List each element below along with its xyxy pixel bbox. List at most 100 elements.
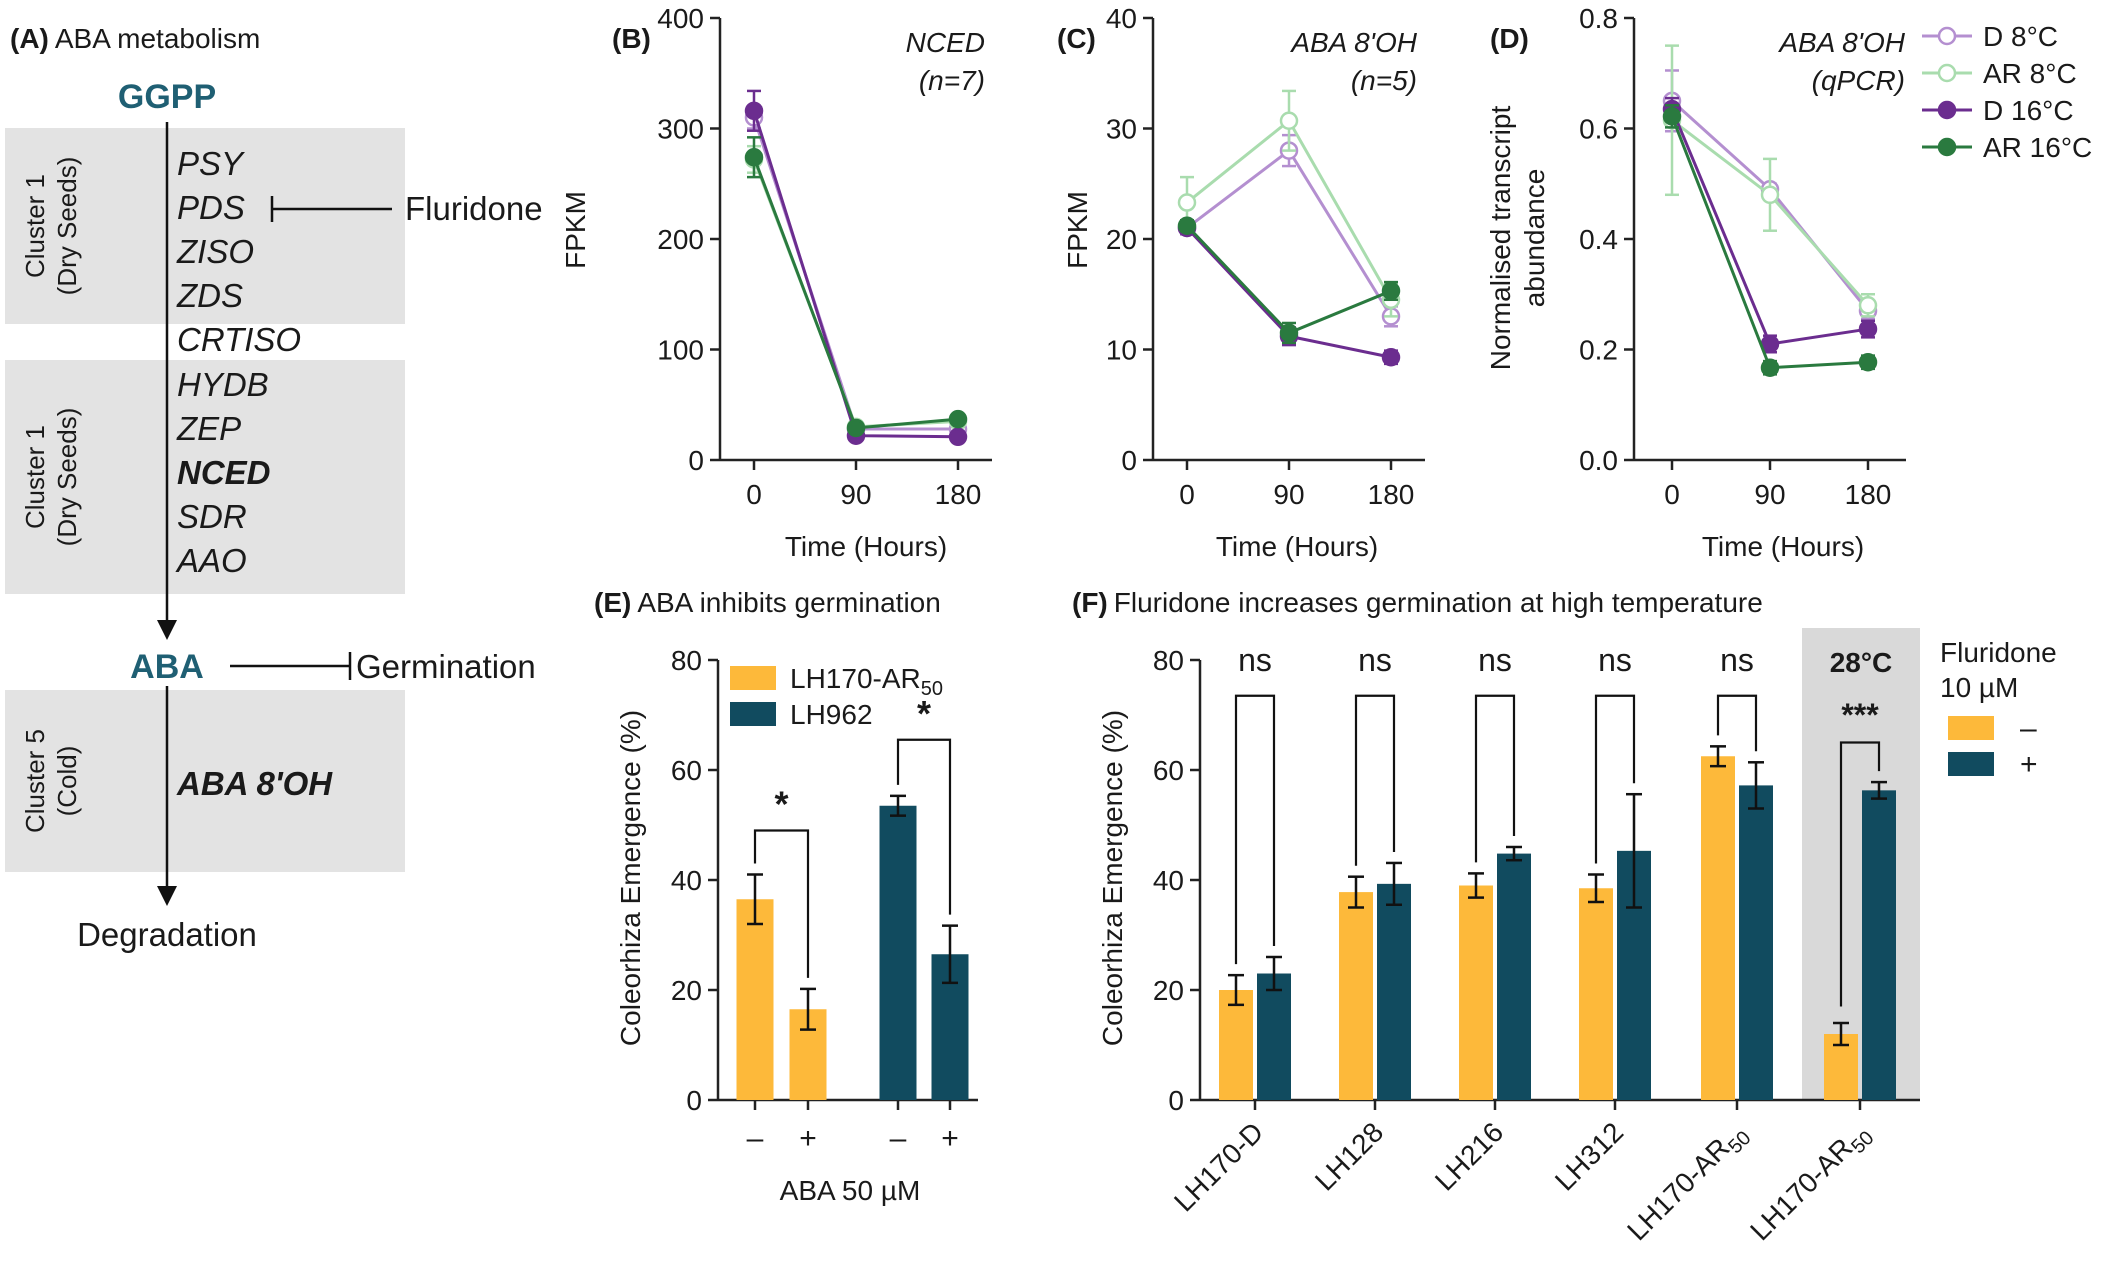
significance-label: ns	[1598, 642, 1632, 678]
x-tick-label: LH216	[1429, 1116, 1509, 1196]
cluster-2-label: Cluster 1 (Dry Seeds)	[20, 408, 82, 547]
y-tick-label: 0	[1121, 445, 1137, 476]
svg-text:(F)Fluridone increases germina: (F) Fluridone increases germination at hi…	[1072, 587, 1763, 618]
x-tick-label: LH128	[1309, 1116, 1389, 1196]
x-tick-label: 180	[1368, 479, 1415, 510]
x-tick-label: 0	[746, 479, 762, 510]
x-tick-label: –	[747, 1122, 764, 1155]
panel-d-title: ABA 8'OH	[1777, 27, 1905, 58]
significance-label: ns	[1358, 642, 1392, 678]
panel-c-tag: (C)	[1057, 23, 1096, 54]
svg-text:Cluster 1: Cluster 1	[20, 174, 50, 278]
panel-f-chart: (F) Fluridone increases germination at hi…	[1072, 587, 2057, 1251]
panel-c-xlabel: Time (Hours)	[1216, 531, 1378, 562]
series-line-green_light_open	[752, 158, 959, 429]
pathway-arrowhead-1	[157, 620, 177, 640]
bar-teal	[879, 805, 917, 1100]
svg-text:(A)ABA metabolism: (A) ABA metabolism	[10, 23, 260, 54]
bar-minus	[1219, 990, 1253, 1100]
panel-e-xlabel: ABA 50 µM	[780, 1175, 921, 1206]
significance-bracket	[1234, 694, 1276, 965]
significance-bracket	[753, 829, 810, 978]
bar-plus	[1257, 973, 1291, 1100]
bar-plus	[1739, 785, 1773, 1100]
y-tick-label: 300	[657, 114, 704, 145]
panel-d-subtitle: (qPCR)	[1812, 65, 1905, 96]
y-tick-label: 100	[657, 335, 704, 366]
panel-b-plot: 0 100 200 300 400 0 90 180	[657, 3, 992, 510]
germination-label: Germination	[356, 648, 536, 685]
x-tick-label: 180	[935, 479, 982, 510]
panel-f-ylabel: Coleorhiza Emergence (%)	[1097, 710, 1128, 1046]
y-tick-label: 60	[671, 755, 702, 786]
data-point	[1381, 281, 1401, 301]
x-tick-label: 0	[1179, 479, 1195, 510]
gene-pds: PDS	[177, 189, 245, 226]
significance-bracket	[896, 738, 952, 915]
significance-bracket	[1354, 694, 1396, 866]
data-point	[1760, 358, 1780, 377]
x-tick-label: +	[941, 1122, 959, 1155]
legend-swatch	[1948, 752, 1994, 776]
significance-label: ns	[1238, 642, 1272, 678]
data-point	[1177, 193, 1197, 212]
panel-a-title: ABA metabolism	[55, 23, 260, 54]
fluridone-label: Fluridone	[405, 190, 543, 227]
panel-b-ylabel: FPKM	[560, 191, 591, 269]
significance-bracket	[1716, 694, 1758, 752]
panel-f-legend: –+	[1948, 712, 2038, 781]
svg-text:(Dry Seeds): (Dry Seeds)	[52, 408, 82, 547]
series-line-green_dark_fill	[752, 156, 959, 430]
bar-minus	[1579, 888, 1613, 1100]
svg-text:(E)ABA inhibits germination: (E) ABA inhibits germination	[594, 587, 941, 618]
x-tick-label: –	[890, 1122, 907, 1155]
gene-crtiso: CRTISO	[177, 321, 301, 358]
panel-c-chart: (C) ABA 8'OH (n=5) FPKM Time (Hours) 0 10…	[1057, 3, 1425, 562]
y-tick-label: 0.2	[1579, 335, 1618, 366]
legend-label: AR 8°C	[1983, 58, 2077, 89]
panel-f-highlight-label: 28°C	[1830, 647, 1893, 678]
gene-aba-8oh: ABA 8'OH	[176, 765, 333, 802]
gene-ziso: ZISO	[176, 233, 254, 270]
panel-d-chart: (D) ABA 8'OH (qPCR) Normalised transcrip…	[1485, 3, 2092, 562]
legend-label: LH170-AR50	[790, 663, 943, 700]
x-tick-label: 90	[1273, 479, 1304, 510]
panel-b-chart: (B) NCED (n=7) FPKM Time (Hours) 0 100 200…	[560, 3, 992, 562]
data-point	[1760, 185, 1780, 205]
y-tick-label: 10	[1106, 335, 1137, 366]
y-tick-label: 40	[1153, 865, 1184, 896]
y-tick-label: 200	[657, 224, 704, 255]
aba-label: ABA	[130, 648, 204, 686]
panel-e-tag: (E)	[594, 587, 631, 618]
significance-label: *	[917, 693, 931, 734]
bar-plus	[1497, 853, 1531, 1100]
data-point	[1279, 323, 1299, 343]
significance-label: ns	[1478, 642, 1512, 678]
significance-bracket	[1594, 694, 1636, 864]
significance-bracket	[1839, 741, 1881, 1007]
cluster-3-label: Cluster 5 (Cold)	[20, 729, 82, 833]
panel-b-title: NCED	[906, 27, 985, 58]
data-point	[1662, 107, 1682, 126]
x-tick-label: LH312	[1549, 1116, 1629, 1196]
panel-d-legend: D 8°C AR 8°C D 16°C AR 16°C	[1922, 21, 2092, 163]
legend-label: +	[2020, 748, 2038, 781]
y-tick-label: 0.6	[1579, 114, 1618, 145]
panel-f-highlight-bg	[1802, 628, 1920, 1100]
bar-minus	[1339, 892, 1373, 1100]
data-point	[1858, 296, 1878, 315]
data-point	[1279, 111, 1299, 131]
panel-c-subtitle: (n=5)	[1351, 65, 1417, 96]
y-tick-label: 20	[1106, 224, 1137, 255]
panel-e-title: ABA inhibits germination	[637, 587, 941, 618]
significance-bracket	[1474, 694, 1516, 863]
y-tick-label: 40	[1106, 3, 1137, 34]
series-line-purple_light_open	[1186, 148, 1393, 318]
gene-psy: PSY	[177, 145, 245, 182]
y-tick-label: 0.4	[1579, 224, 1618, 255]
y-tick-label: 60	[1153, 755, 1184, 786]
x-tick-label: 90	[1754, 479, 1785, 510]
data-point	[846, 418, 866, 438]
legend-label: D 8°C	[1983, 21, 2058, 52]
